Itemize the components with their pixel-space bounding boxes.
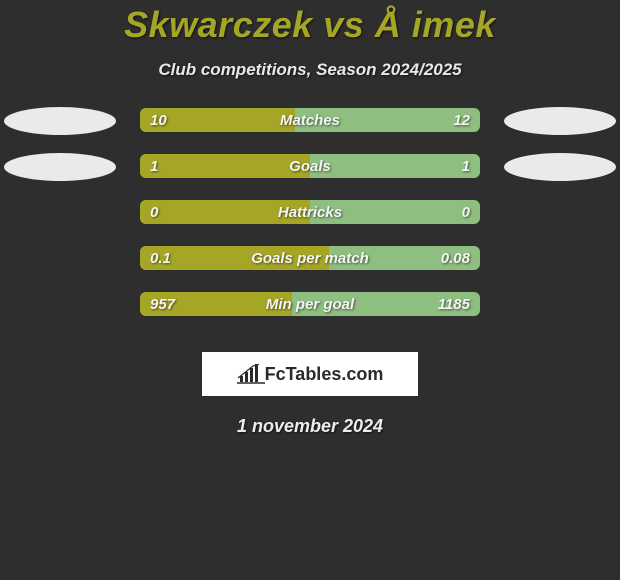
stat-row: 1Goals1 xyxy=(0,154,620,200)
stat-value-left: 0 xyxy=(150,204,158,221)
stat-bar-label-layer: 957Min per goal1185 xyxy=(140,292,480,316)
stat-label: Goals xyxy=(140,158,480,175)
stat-value-left: 1 xyxy=(150,158,158,175)
stat-label: Min per goal xyxy=(140,296,480,313)
stat-bar-label-layer: 1Goals1 xyxy=(140,154,480,178)
stats-area: 10Matches121Goals10Hattricks00.1Goals pe… xyxy=(0,108,620,338)
player-oval-right xyxy=(504,107,616,135)
stat-row: 0Hattricks0 xyxy=(0,200,620,246)
bar-chart-icon xyxy=(237,364,265,384)
stat-value-left: 957 xyxy=(150,296,175,313)
stat-value-right: 0.08 xyxy=(441,250,470,267)
logo-box[interactable]: FcTables.com xyxy=(202,352,418,396)
stat-value-left: 0.1 xyxy=(150,250,171,267)
stat-label: Hattricks xyxy=(140,204,480,221)
date-label: 1 november 2024 xyxy=(0,416,620,437)
stat-label: Matches xyxy=(140,112,480,129)
player-oval-right xyxy=(504,153,616,181)
stat-row: 10Matches12 xyxy=(0,108,620,154)
player-oval-left xyxy=(4,153,116,181)
stat-bar-label-layer: 0Hattricks0 xyxy=(140,200,480,224)
stat-label: Goals per match xyxy=(140,250,480,267)
stat-value-left: 10 xyxy=(150,112,167,129)
subtitle: Club competitions, Season 2024/2025 xyxy=(0,60,620,80)
stat-value-right: 1 xyxy=(462,158,470,175)
comparison-widget: Skwarczek vs Å imek Club competitions, S… xyxy=(0,0,620,437)
stat-value-right: 12 xyxy=(453,112,470,129)
stat-bar-label-layer: 0.1Goals per match0.08 xyxy=(140,246,480,270)
page-title: Skwarczek vs Å imek xyxy=(0,4,620,46)
logo-text: FcTables.com xyxy=(265,364,384,385)
player-oval-left xyxy=(4,107,116,135)
stat-bar-label-layer: 10Matches12 xyxy=(140,108,480,132)
stat-row: 0.1Goals per match0.08 xyxy=(0,246,620,292)
stat-value-right: 1185 xyxy=(438,296,470,313)
stat-row: 957Min per goal1185 xyxy=(0,292,620,338)
stat-value-right: 0 xyxy=(462,204,470,221)
